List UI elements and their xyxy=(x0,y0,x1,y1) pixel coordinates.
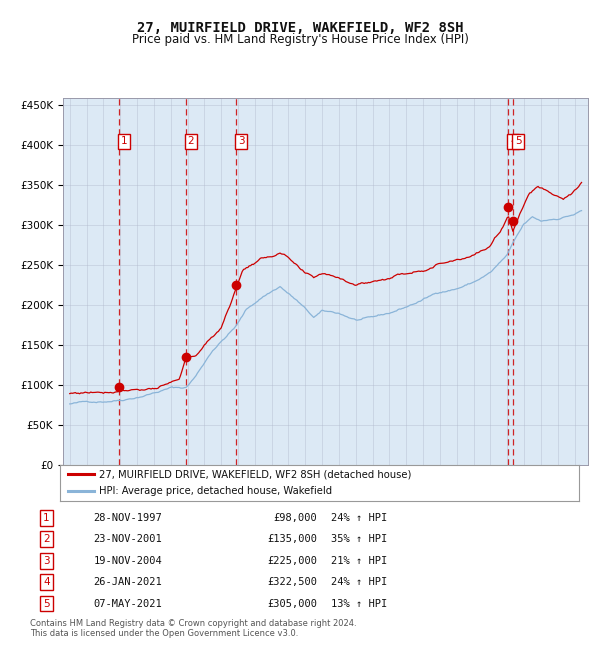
Text: 26-JAN-2021: 26-JAN-2021 xyxy=(94,577,162,587)
Text: 28-NOV-1997: 28-NOV-1997 xyxy=(94,513,162,523)
Text: £322,500: £322,500 xyxy=(267,577,317,587)
Text: 13% ↑ HPI: 13% ↑ HPI xyxy=(331,599,387,608)
Text: 24% ↑ HPI: 24% ↑ HPI xyxy=(331,513,387,523)
Text: This data is licensed under the Open Government Licence v3.0.: This data is licensed under the Open Gov… xyxy=(30,629,298,638)
Text: 1: 1 xyxy=(43,513,50,523)
Text: £225,000: £225,000 xyxy=(267,556,317,566)
Text: 1: 1 xyxy=(121,136,127,146)
Text: 3: 3 xyxy=(43,556,50,566)
Text: HPI: Average price, detached house, Wakefield: HPI: Average price, detached house, Wake… xyxy=(99,486,332,496)
Text: 5: 5 xyxy=(43,599,50,608)
Text: 07-MAY-2021: 07-MAY-2021 xyxy=(94,599,162,608)
Text: 35% ↑ HPI: 35% ↑ HPI xyxy=(331,534,387,544)
Text: £135,000: £135,000 xyxy=(267,534,317,544)
Text: 21% ↑ HPI: 21% ↑ HPI xyxy=(331,556,387,566)
Text: 23-NOV-2001: 23-NOV-2001 xyxy=(94,534,162,544)
Text: 19-NOV-2004: 19-NOV-2004 xyxy=(94,556,162,566)
Text: 2: 2 xyxy=(43,534,50,544)
Text: 5: 5 xyxy=(515,136,521,146)
Text: Price paid vs. HM Land Registry's House Price Index (HPI): Price paid vs. HM Land Registry's House … xyxy=(131,32,469,46)
Text: 2: 2 xyxy=(188,136,194,146)
Text: 4: 4 xyxy=(43,577,50,587)
Text: Contains HM Land Registry data © Crown copyright and database right 2024.: Contains HM Land Registry data © Crown c… xyxy=(30,619,356,628)
Text: 3: 3 xyxy=(238,136,244,146)
Text: £98,000: £98,000 xyxy=(273,513,317,523)
Text: 24% ↑ HPI: 24% ↑ HPI xyxy=(331,577,387,587)
Text: 27, MUIRFIELD DRIVE, WAKEFIELD, WF2 8SH: 27, MUIRFIELD DRIVE, WAKEFIELD, WF2 8SH xyxy=(137,21,463,35)
Text: 4: 4 xyxy=(510,136,517,146)
Text: £305,000: £305,000 xyxy=(267,599,317,608)
Text: 27, MUIRFIELD DRIVE, WAKEFIELD, WF2 8SH (detached house): 27, MUIRFIELD DRIVE, WAKEFIELD, WF2 8SH … xyxy=(99,469,412,480)
